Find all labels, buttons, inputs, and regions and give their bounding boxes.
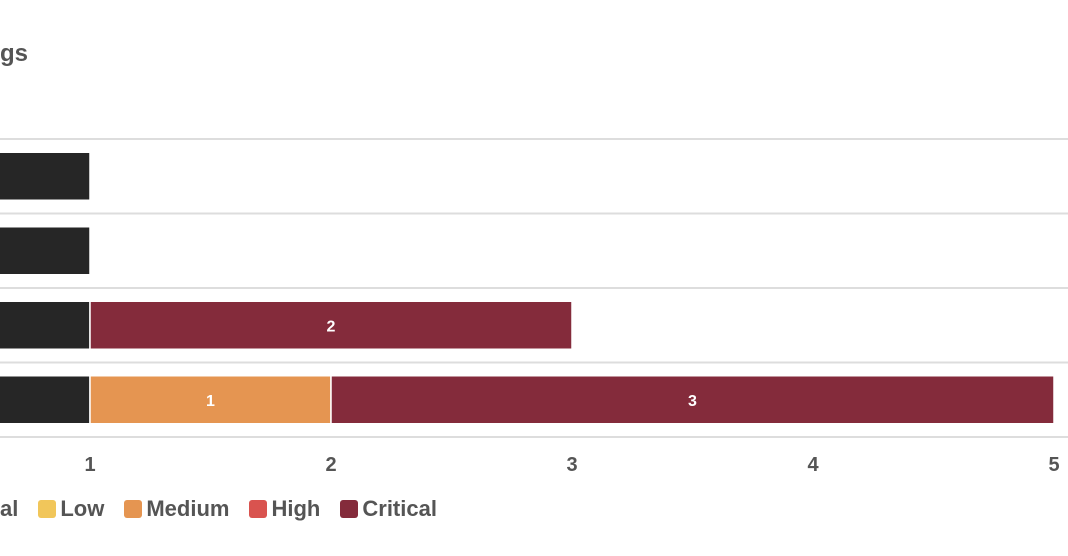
legend-item-low[interactable]: Low [38,496,104,522]
x-axis-ticks: 1 2 3 4 5 [84,454,1059,476]
x-tick-label: 4 [807,454,819,476]
bar-segment-al[interactable] [0,375,91,425]
bar-data-label: 3 [688,393,697,410]
legend-item-high[interactable]: High [249,496,320,522]
bar-segment-al[interactable] [0,300,91,350]
legend-label: Low [60,496,105,521]
legend-item-medium[interactable]: Medium [124,496,229,522]
x-tick-label: 3 [566,454,577,476]
bar-segment-critical[interactable] [89,300,573,350]
legend-swatch [124,500,143,518]
legend: al Low Medium High Critical [0,494,1068,524]
legend-label: Medium [146,496,230,521]
bar-segment-critical[interactable] [330,375,1055,425]
legend-swatch [38,500,57,518]
legend-swatch [249,500,268,518]
x-tick-label: 1 [84,454,95,476]
bar-data-label: 1 [206,393,215,410]
legend-label: al [0,496,19,521]
bar-chart: 2 1 3 1 2 3 4 5 [0,138,1068,476]
x-tick-label: 2 [325,454,336,476]
bar-segment-al[interactable] [0,226,91,276]
legend-item-al[interactable]: al [0,496,18,522]
bar-segment-al[interactable] [0,151,91,201]
legend-swatch [340,500,359,518]
x-tick-label: 5 [1048,454,1059,476]
bars [0,151,1055,425]
legend-item-critical[interactable]: Critical [340,496,437,522]
legend-label: Critical [362,496,437,521]
bar-data-label: 2 [327,318,336,335]
bar-segment-medium[interactable] [89,375,332,425]
bar-labels: 2 1 3 [206,318,697,410]
legend-label: High [271,496,321,521]
chart-title: gs [0,40,29,67]
grid-lines [0,138,1068,438]
